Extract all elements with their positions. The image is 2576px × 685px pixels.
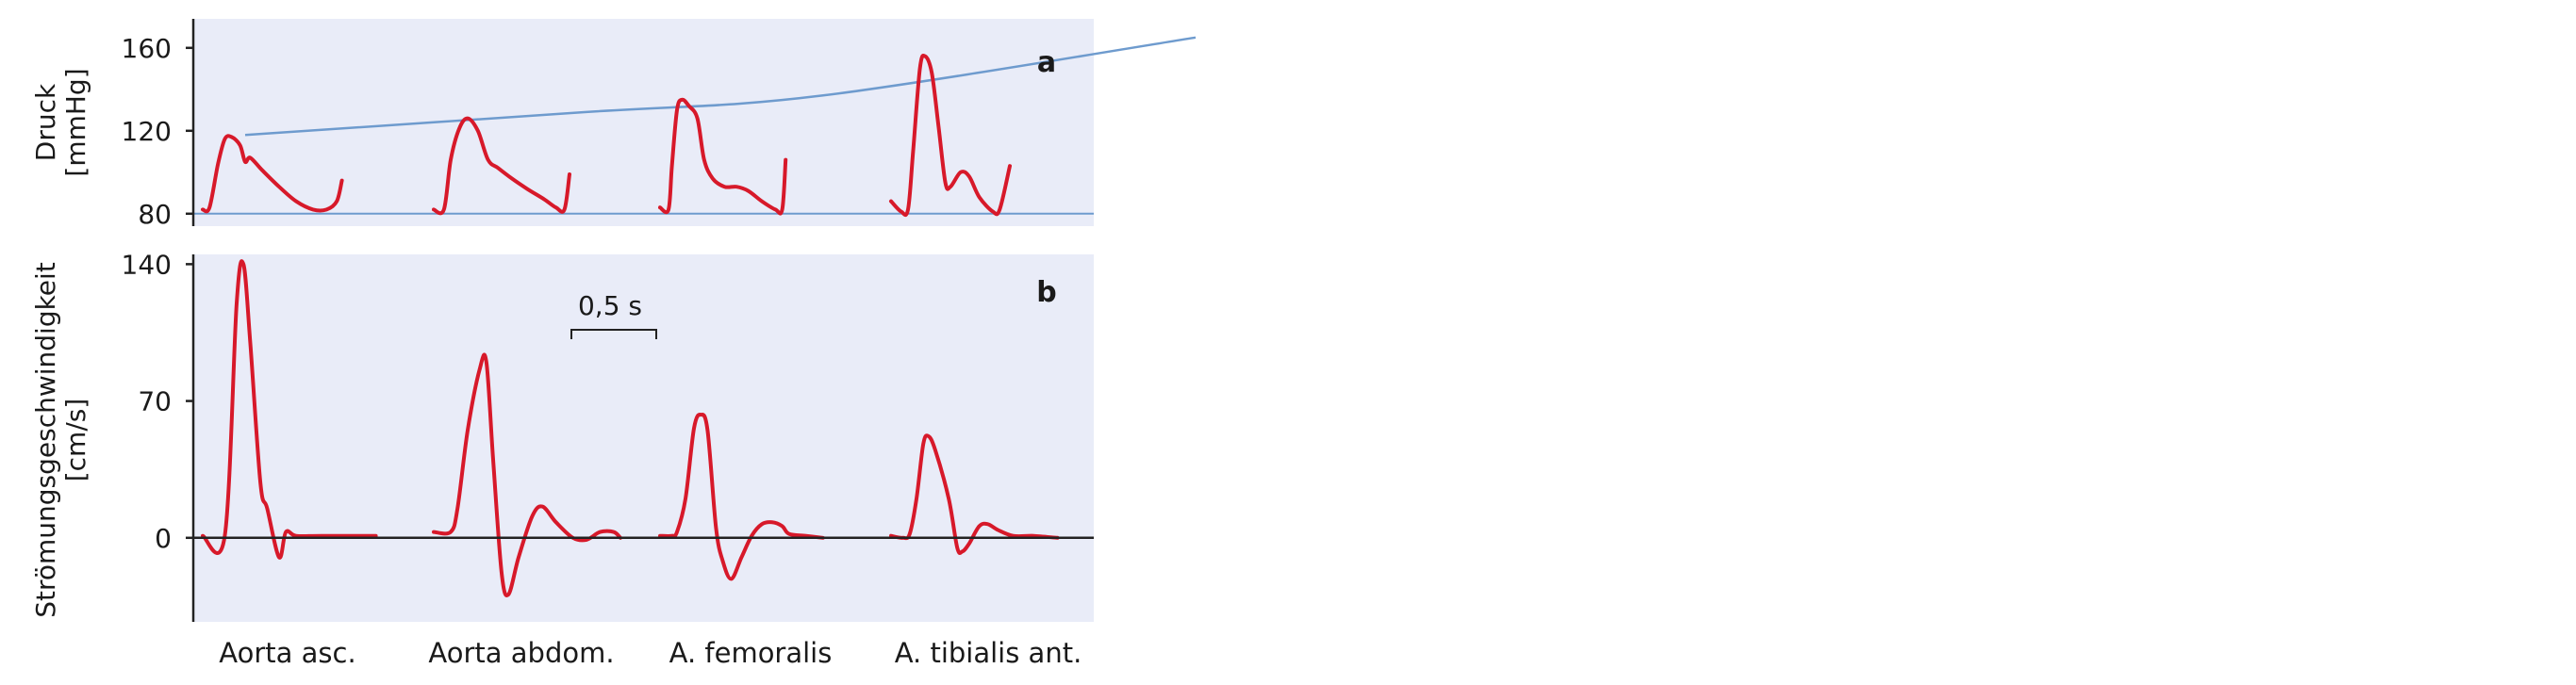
pressure-y-ticks: 80 120 160 xyxy=(122,33,193,230)
time-scale-bracket xyxy=(570,329,657,339)
time-scale-bar xyxy=(570,329,657,339)
flow-tick-label: 0 xyxy=(155,523,172,554)
flow-ylabel-line2: [cm/s] xyxy=(60,399,91,482)
pressure-ylabel-line1: Druck xyxy=(30,83,61,161)
category-label: Aorta abdom. xyxy=(428,637,614,669)
pressure-curve-1 xyxy=(201,134,344,214)
flow-tick-label: 140 xyxy=(122,249,172,280)
flow-curve-3 xyxy=(658,413,825,581)
flow-curve-1 xyxy=(201,259,378,560)
flow-curve-2 xyxy=(432,352,622,597)
pressure-curve-3 xyxy=(658,97,788,216)
pressure-tick-label: 120 xyxy=(122,116,172,147)
category-labels: Aorta asc. Aorta abdom. A. femoralis A. tib… xyxy=(219,637,1082,669)
pressure-curve-2 xyxy=(432,116,571,216)
pressure-panel: 80 120 160 Druck [mmHg] a xyxy=(30,19,1197,230)
category-label: A. femoralis xyxy=(669,637,833,669)
pressure-trend-line xyxy=(244,36,1197,137)
flow-panel-label: b xyxy=(1036,276,1056,309)
pressure-tick-label: 160 xyxy=(122,33,172,64)
flow-curves xyxy=(201,259,1060,597)
category-label: Aorta asc. xyxy=(219,637,355,669)
flow-tick-label: 70 xyxy=(138,386,172,417)
pressure-trend-group xyxy=(244,36,1197,137)
pressure-curve-4 xyxy=(889,53,1012,218)
flow-plot-area xyxy=(193,254,1094,622)
time-scale-label: 0,5 s xyxy=(578,290,642,321)
category-label: A. tibialis ant. xyxy=(895,637,1082,669)
flow-curve-4 xyxy=(889,433,1060,555)
pressure-plot-area xyxy=(193,19,1094,226)
pressure-ylabel-line2: [mmHg] xyxy=(60,68,91,176)
pressure-panel-label: a xyxy=(1037,46,1056,79)
flow-y-ticks: 0 70 140 xyxy=(122,249,193,554)
pressure-curves xyxy=(201,53,1012,218)
flow-panel: 0 70 140 Strömungsgeschwindigkeit [cm/s] b… xyxy=(30,249,1094,669)
pressure-tick-label: 80 xyxy=(138,199,172,230)
flow-ylabel-line1: Strömungsgeschwindigkeit xyxy=(30,262,61,618)
